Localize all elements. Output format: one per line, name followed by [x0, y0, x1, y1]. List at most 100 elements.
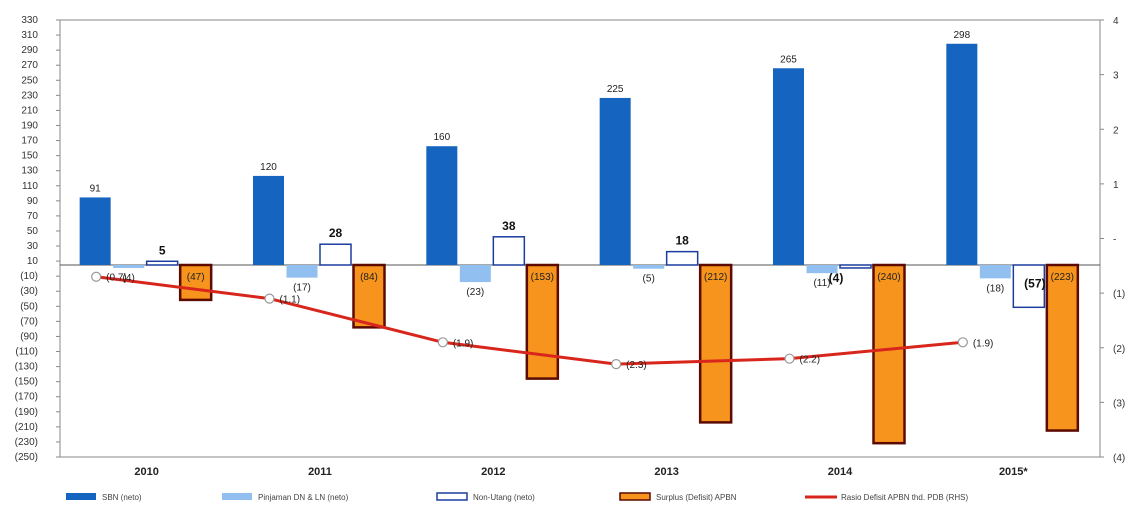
ratio-label: (1.9) — [453, 338, 474, 349]
bar-non-utang-neto--2012 — [492, 236, 526, 266]
data-label: (4) — [829, 271, 844, 285]
legend-swatch — [619, 492, 651, 501]
bar-surplus-defisit-apbn-2012 — [525, 263, 560, 380]
data-label: 38 — [502, 219, 516, 233]
ratio-point — [611, 359, 622, 370]
bar-sbn-neto--2015 — [946, 43, 978, 266]
left-axis-tick-label: (250) — [15, 452, 38, 463]
data-label: (5) — [643, 274, 655, 285]
right-axis-tick-label: (2) — [1113, 344, 1125, 355]
data-label: (11) — [813, 278, 830, 289]
bar-non-utang-neto--2015 — [1012, 264, 1046, 309]
left-axis-tick-label: (130) — [15, 362, 38, 373]
data-label: 298 — [953, 30, 970, 41]
left-axis-tick-label: 50 — [27, 226, 39, 237]
category-label: 2010 — [134, 466, 158, 478]
data-label: (212) — [704, 272, 727, 283]
bar-sbn-neto--2013 — [599, 97, 631, 265]
left-axis-tick-label: (50) — [20, 301, 38, 312]
left-axis-tick-label: (190) — [15, 407, 38, 418]
data-label: (47) — [187, 272, 205, 283]
left-axis-tick-label: 30 — [27, 241, 39, 252]
category-label: 2014 — [828, 466, 853, 478]
category-label: 2015* — [999, 466, 1028, 478]
ratio-point — [264, 293, 275, 304]
left-axis-tick-label: (30) — [20, 286, 38, 297]
right-axis-tick-label: (3) — [1113, 398, 1125, 409]
bar-non-utang-neto--2013 — [665, 250, 699, 266]
data-label: 120 — [260, 162, 277, 173]
right-axis-tick-label: - — [1113, 235, 1116, 246]
data-label: 5 — [159, 243, 166, 257]
bar-non-utang-neto--2011 — [319, 243, 352, 266]
legend-label: SBN (neto) — [102, 493, 142, 502]
right-axis-tick-label: 4 — [1113, 16, 1119, 27]
legend-label: Rasio Defisit APBN thd. PDB (RHS) — [841, 493, 968, 502]
bar-sbn-neto--2014 — [773, 68, 804, 266]
data-labels: 91 120 160 225 265 298 (4) (17) (23) (5) (11) (18) 5… — [90, 30, 1074, 371]
left-axis-tick-label: (210) — [15, 422, 38, 433]
data-label: 160 — [433, 132, 450, 143]
left-axis-tick-label: 310 — [21, 30, 38, 41]
left-axis-tick-label: (10) — [20, 271, 38, 282]
left-axis-tick-label: 210 — [21, 105, 38, 116]
legend-label: Pinjaman DN & LN (neto) — [258, 493, 349, 502]
left-axis-tick-label: 110 — [22, 181, 38, 192]
bar-surplus-defisit-apbn-2013 — [698, 263, 733, 424]
ratio-label: (0.7) — [106, 273, 127, 284]
data-label: (4) — [123, 273, 135, 284]
category-label: 2011 — [308, 466, 332, 478]
right-axis-tick-label: (1) — [1113, 289, 1125, 300]
left-axis-tick-label: 270 — [21, 60, 38, 71]
legend: SBN (neto) Pinjaman DN & LN (neto) Non-Uta… — [66, 492, 968, 502]
left-axis-tick-label: 190 — [21, 120, 38, 131]
ratio-label: (1.1) — [280, 295, 301, 306]
data-label: (23) — [466, 287, 484, 298]
ratio-point — [91, 271, 102, 282]
data-label: 265 — [780, 54, 797, 65]
ratio-point — [784, 353, 795, 364]
category-label: 2013 — [654, 466, 678, 478]
data-label: 28 — [329, 226, 343, 240]
left-axis-tick-label: (90) — [20, 331, 38, 342]
left-axis-tick-label: (230) — [15, 437, 38, 448]
bar-sbn-neto--2012 — [426, 146, 458, 265]
left-axis-tick-label: (110) — [15, 347, 38, 358]
bar-non-utang-neto--2010 — [145, 260, 179, 266]
bar-pinjaman-dn-ln-neto--2012 — [459, 265, 491, 283]
legend-swatch — [436, 492, 468, 501]
ratio-point — [437, 337, 448, 348]
data-label: (57) — [1024, 276, 1045, 290]
bar-sbn-neto--2010 — [79, 197, 111, 265]
left-axis-tick-label: (170) — [15, 392, 38, 403]
ratio-point — [957, 337, 968, 348]
legend-label: Non-Utang (neto) — [473, 493, 535, 502]
data-label: (18) — [986, 283, 1004, 294]
left-axis-tick-label: 330 — [21, 15, 38, 26]
left-axis-tick-label: 130 — [21, 166, 38, 177]
data-label: (240) — [877, 272, 900, 283]
data-label: 225 — [607, 84, 624, 95]
left-axis-tick-label: (150) — [15, 377, 38, 388]
left-axis-tick-label: 230 — [21, 90, 38, 101]
bar-non-utang-neto--2014 — [839, 264, 872, 269]
left-axis-tick-label: 90 — [27, 196, 39, 207]
right-axis-tick-label: 1 — [1113, 180, 1119, 191]
left-axis-tick-label: 250 — [21, 75, 38, 86]
bar-surplus-defisit-apbn-2010 — [178, 263, 213, 302]
right-axis-tick-label: 3 — [1113, 71, 1119, 82]
bar-surplus-defisit-apbn-2014 — [872, 263, 906, 445]
ratio-line — [95, 275, 963, 366]
right-axis-tick-label: 2 — [1113, 125, 1119, 136]
legend-swatch — [222, 493, 252, 500]
axes: 3303102902702502302101901701501301109070… — [15, 15, 1126, 478]
category-label: 2012 — [481, 466, 505, 478]
bar-pinjaman-dn-ln-neto--2010 — [113, 265, 145, 268]
left-axis-tick-label: 150 — [21, 151, 38, 162]
left-axis-tick-label: 290 — [21, 45, 38, 56]
data-label: 18 — [675, 234, 689, 248]
left-axis-tick-label: 170 — [21, 136, 38, 147]
bar-pinjaman-dn-ln-neto--2014 — [806, 265, 838, 274]
bar-surplus-defisit-apbn-2015 — [1045, 263, 1080, 432]
